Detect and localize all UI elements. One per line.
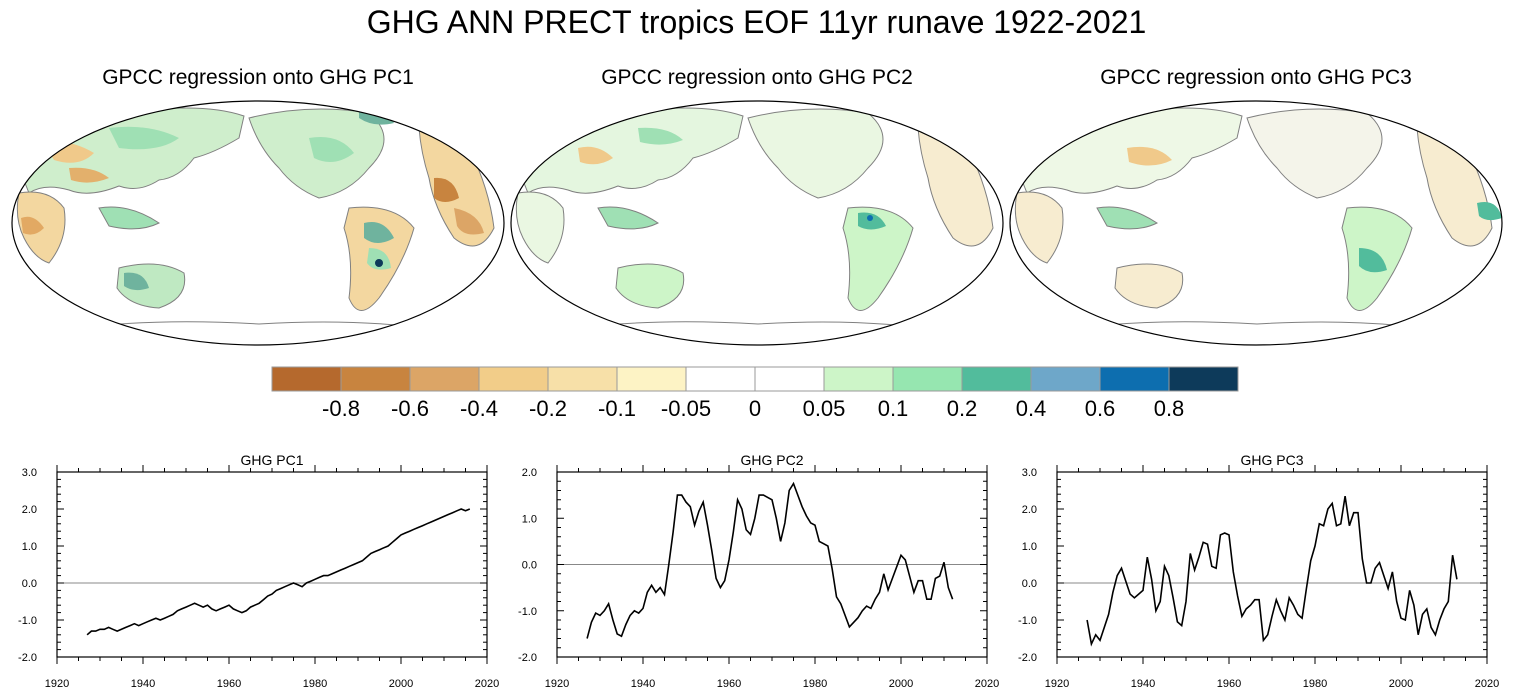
y-tick-label: -1.0 [18, 615, 37, 627]
x-tick-label: 2020 [1475, 678, 1499, 690]
colorbar-box-3 [478, 366, 549, 392]
chart-title: GHG PC1 [240, 452, 303, 468]
colorbar-box-0 [271, 366, 342, 392]
map-pc1 [11, 100, 505, 346]
pc1-chart: GHG PC1 -2.0 -1.0 0.0 1.0 2.0 3.0 1920 1940 1960 1… [18, 452, 499, 690]
map-land-pc1 [16, 105, 495, 345]
plot-frame [556, 471, 988, 658]
series-line [586, 481, 954, 639]
x-tick-label: 1960 [217, 678, 241, 690]
chart-title: GHG PC3 [1240, 452, 1303, 468]
colorbar-box-9 [892, 366, 963, 392]
x-tick-label: 1980 [1303, 678, 1327, 690]
series-line [86, 508, 471, 636]
y-tick-label: -1.0 [1018, 615, 1037, 627]
y-tick-label: 2.0 [522, 467, 537, 479]
y-tick-label: 3.0 [1022, 467, 1037, 479]
x-tick-label: 2000 [1389, 678, 1413, 690]
x-tick-label: 1960 [717, 678, 741, 690]
x-tick-label: 2020 [475, 678, 499, 690]
colorbar-box-2 [409, 366, 480, 392]
series-line [1086, 495, 1458, 647]
x-tick-label: 1920 [45, 678, 69, 690]
colorbar-box-12 [1099, 366, 1170, 392]
y-tick-label: 2.0 [22, 504, 37, 516]
map-title-pc3: GPCC regression onto GHG PC3 [1100, 66, 1412, 89]
x-tick-label: 1960 [1217, 678, 1241, 690]
y-tick-label: 3.0 [22, 467, 37, 479]
map-panel-pc3: GPCC regression onto GHG PC3 [1007, 66, 1505, 350]
colorbar-label-0: -0.8 [322, 396, 360, 421]
x-tick-label: 1940 [631, 678, 655, 690]
x-tick-label: 1940 [131, 678, 155, 690]
colorbar-box-5 [616, 366, 687, 392]
colorbar-box-8 [823, 366, 894, 392]
colorbar-label-9: 0.2 [947, 396, 978, 421]
map-title-pc1: GPCC regression onto GHG PC1 [102, 66, 414, 89]
y-tick-label: 2.0 [1022, 504, 1037, 516]
y-tick-label: 0.0 [1022, 578, 1037, 590]
x-tick-label: 2020 [975, 678, 999, 690]
main-title: GHG ANN PRECT tropics EOF 11yr runave 19… [366, 4, 1147, 40]
colorbar-box-10 [961, 366, 1032, 392]
y-tick-label: 1.0 [522, 513, 537, 525]
colorbar-label-1: -0.6 [391, 396, 429, 421]
colorbar-label-6: 0 [749, 396, 761, 421]
x-tick-label: 1980 [803, 678, 827, 690]
colorbar-box-11 [1030, 366, 1101, 392]
colorbar-box-4 [547, 366, 618, 392]
pc2-chart: GHG PC2 -2.0 -1.0 0.0 1.0 2.0 1920 1940 1960 1980… [518, 452, 999, 690]
map-panel-pc2: GPCC regression onto GHG PC2 [508, 66, 1006, 350]
colorbar-box-13 [1168, 366, 1239, 392]
y-tick-label: 1.0 [22, 541, 37, 553]
colorbar-label-12: 0.8 [1154, 396, 1185, 421]
x-tick-label: 1920 [545, 678, 569, 690]
colorbar-label-7: 0.05 [803, 396, 846, 421]
x-tick-label: 1920 [1045, 678, 1069, 690]
x-tick-label: 2000 [389, 678, 413, 690]
colorbar-box-1 [340, 366, 411, 392]
y-tick-label: 1.0 [1022, 541, 1037, 553]
colorbar-label-2: -0.4 [460, 396, 498, 421]
colorbar-label-4: -0.1 [598, 396, 636, 421]
y-tick-label: 0.0 [522, 560, 537, 572]
map-title-pc2: GPCC regression onto GHG PC2 [601, 66, 913, 89]
x-tick-label: 1940 [1131, 678, 1155, 690]
map-pc2 [510, 100, 1004, 346]
map-pc3 [1009, 100, 1503, 346]
plot-frame [1056, 471, 1488, 658]
y-tick-label: -2.0 [518, 652, 537, 664]
chart-title: GHG PC2 [740, 452, 803, 468]
y-tick-label: -1.0 [518, 606, 537, 618]
colorbar: -0.8 -0.6 -0.4 -0.2 -0.1 -0.05 0 0.05 0.1 0.2 0.4 0… [271, 366, 1239, 421]
colorbar-box-7 [754, 366, 825, 392]
y-tick-label: -2.0 [18, 652, 37, 664]
x-tick-label: 2000 [889, 678, 913, 690]
colorbar-label-10: 0.4 [1016, 396, 1047, 421]
plot-frame [56, 471, 488, 658]
map-panel-pc1: GPCC regression onto GHG PC1 [9, 66, 507, 350]
colorbar-label-11: 0.6 [1085, 396, 1116, 421]
x-tick-label: 1980 [303, 678, 327, 690]
colorbar-label-5: -0.05 [661, 396, 711, 421]
colorbar-label-3: -0.2 [529, 396, 567, 421]
colorbar-label-8: 0.1 [878, 396, 909, 421]
y-tick-label: -2.0 [1018, 652, 1037, 664]
y-tick-label: 0.0 [22, 578, 37, 590]
colorbar-box-6 [685, 366, 756, 392]
pc3-chart: GHG PC3 -2.0 -1.0 0.0 1.0 2.0 3.0 1920 1940 1960 1… [1018, 452, 1499, 690]
